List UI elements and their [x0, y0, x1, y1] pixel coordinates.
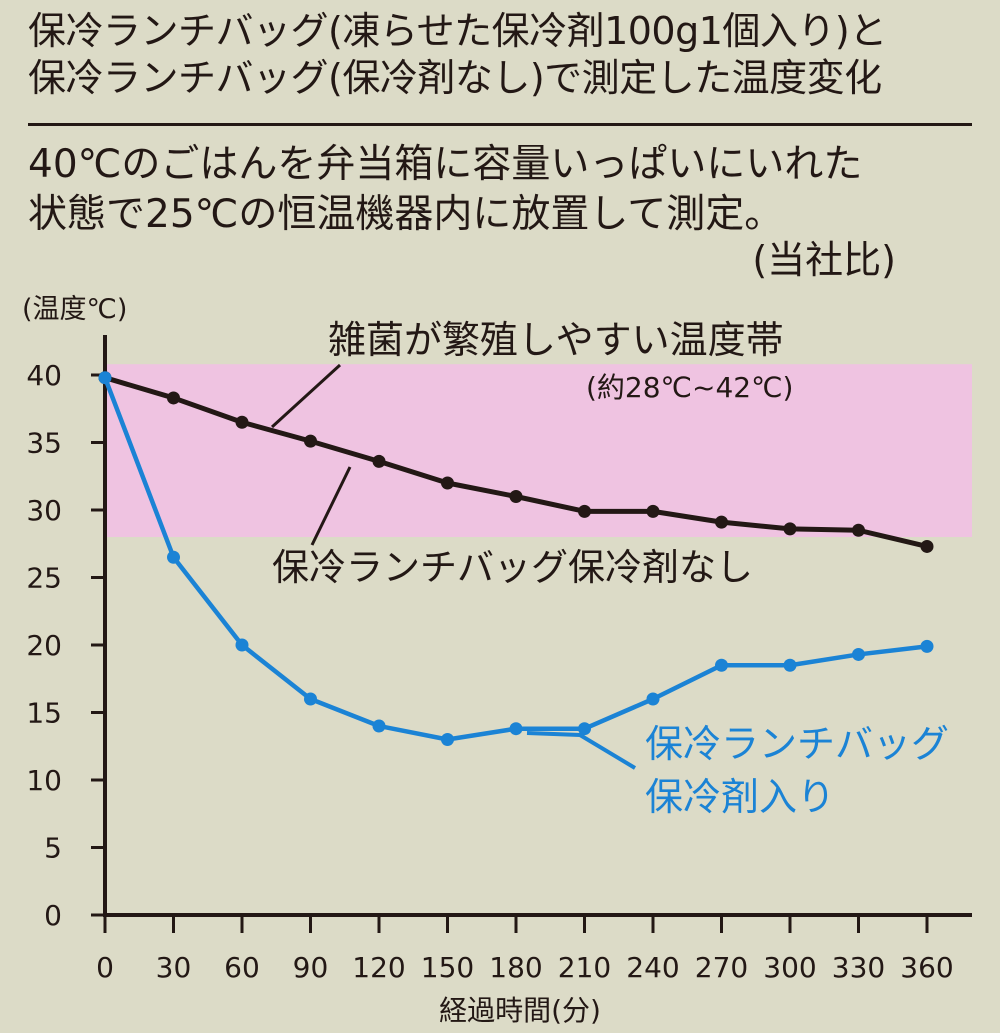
- x-tick-label: 180: [489, 951, 542, 984]
- y-tick-label: 25: [26, 562, 62, 595]
- series-with-icepack-point: [852, 647, 865, 661]
- series-no-icepack-point: [715, 515, 728, 529]
- series-with-icepack-point: [646, 692, 660, 706]
- chart-description: 40℃のごはんを弁当箱に容量いっぱいにいれた 状態で25℃の恒温機器内に放置して…: [28, 140, 978, 240]
- series-no-icepack-point: [304, 434, 317, 448]
- y-tick-label: 35: [26, 427, 62, 460]
- series-with-icepack-point: [783, 658, 797, 672]
- series-with-icepack-point: [304, 692, 317, 706]
- series-no-icepack-point: [235, 415, 249, 429]
- series-no-icepack-point: [167, 391, 180, 405]
- x-tick-label: 300: [763, 951, 816, 984]
- band-label: 雑菌が繁殖しやすい温度帯: [328, 318, 784, 362]
- series-with-icepack-point: [167, 550, 180, 564]
- axis-ticks: 0 5 10 15 20 25 30 35 40 0 30 60 90 120 150 180 210 240 27…: [26, 359, 953, 984]
- x-tick-label: 360: [900, 951, 953, 984]
- y-tick-label: 10: [26, 764, 62, 797]
- bacteria-temperature-band: [105, 364, 972, 537]
- series-no-icepack-point: [441, 476, 454, 490]
- series-no-icepack-point: [578, 504, 591, 518]
- y-tick-label: 0: [44, 899, 62, 932]
- series-no-icepack-point: [509, 490, 523, 503]
- series-label-with-icepack-line-2: 保冷剤入り: [645, 775, 835, 819]
- y-tick-label: 40: [26, 359, 62, 392]
- y-tick-label: 30: [26, 494, 62, 527]
- x-tick-label: 120: [352, 951, 405, 984]
- series-with-icepack-point: [441, 733, 454, 746]
- series-no-icepack-point: [783, 522, 797, 536]
- description-line-1: 40℃のごはんを弁当箱に容量いっぱいにいれた: [28, 142, 863, 187]
- series-with-icepack-point: [715, 658, 728, 672]
- x-tick-label: 270: [695, 951, 748, 984]
- x-tick-label: 0: [96, 951, 114, 984]
- y-tick-label: 20: [26, 629, 62, 662]
- x-tick-label: 90: [293, 951, 329, 984]
- chart-title-line-2: 保冷ランチバッグ(保冷剤なし)で測定した温度変化: [28, 56, 882, 100]
- series-with-icepack-point: [509, 722, 523, 736]
- x-tick-label: 210: [558, 951, 611, 984]
- y-axis-label: (温度℃): [22, 294, 127, 325]
- title-divider: [28, 123, 972, 126]
- chart-axes: [103, 335, 972, 917]
- series-with-icepack-point: [98, 371, 112, 385]
- no-icepack-leader-line: [310, 466, 352, 546]
- x-tick-label: 30: [156, 951, 192, 984]
- series-with-icepack-point: [372, 719, 386, 733]
- comparison-note: (当社比): [752, 238, 896, 282]
- series-with-icepack-point: [578, 722, 591, 736]
- x-tick-label: 240: [626, 951, 679, 984]
- series-no-icepack-point: [372, 454, 386, 468]
- chart-title-line-1: 保冷ランチバッグ(凍らせた保冷剤100g1個入り)と: [28, 9, 887, 53]
- chart-header: 保冷ランチバッグ(凍らせた保冷剤100g1個入り)と 保冷ランチバッグ(保冷剤な…: [28, 8, 978, 102]
- with-icepack-leader-line: [526, 731, 637, 770]
- band-leader-line: [270, 363, 342, 429]
- series-with-icepack-point: [920, 639, 934, 653]
- band-sublabel: (約28℃~42℃): [586, 371, 793, 404]
- x-axis-label: 経過時間(分): [439, 994, 601, 1027]
- series-label-with-icepack-line-1: 保冷ランチバッグ: [645, 722, 949, 766]
- series-label-no-icepack: 保冷ランチバッグ保冷剤なし: [272, 546, 753, 589]
- series-no-icepack-point: [646, 504, 660, 518]
- x-tick-label: 150: [421, 951, 474, 984]
- y-tick-label: 15: [26, 697, 62, 730]
- description-line-2: 状態で25℃の恒温機器内に放置して測定。: [28, 192, 784, 237]
- series-no-icepack-point: [852, 523, 865, 537]
- x-tick-label: 330: [832, 951, 885, 984]
- series-lines: [98, 371, 934, 746]
- y-tick-label: 5: [44, 832, 62, 865]
- x-tick-label: 60: [224, 951, 260, 984]
- series-no-icepack-point: [920, 539, 934, 553]
- series-with-icepack-point: [235, 638, 249, 652]
